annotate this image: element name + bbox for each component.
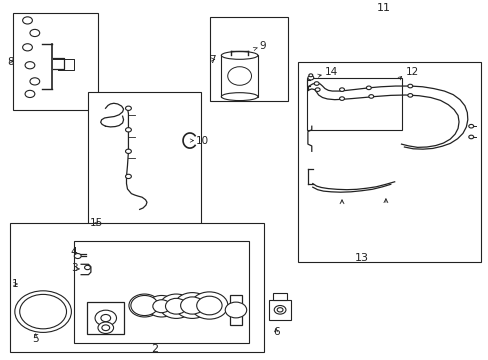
Text: 6: 6	[272, 327, 279, 337]
Bar	[210, 17, 288, 101]
Bar	[269, 300, 290, 320]
Text: 12: 12	[405, 67, 418, 77]
Circle shape	[15, 291, 71, 332]
Circle shape	[125, 128, 131, 132]
Circle shape	[180, 297, 203, 314]
Bar	[10, 223, 264, 352]
Circle shape	[468, 135, 473, 139]
Text: 5: 5	[32, 333, 39, 343]
Circle shape	[339, 97, 344, 100]
Bar	[13, 13, 98, 110]
Circle shape	[30, 30, 40, 37]
Ellipse shape	[221, 51, 257, 59]
Circle shape	[366, 86, 370, 90]
Circle shape	[277, 308, 283, 312]
Bar	[298, 62, 480, 262]
Text: 8: 8	[7, 57, 14, 67]
Ellipse shape	[199, 302, 203, 310]
Circle shape	[125, 149, 131, 153]
Ellipse shape	[227, 67, 251, 85]
Circle shape	[339, 88, 344, 91]
Text: 11: 11	[376, 3, 390, 13]
Circle shape	[25, 90, 35, 98]
Circle shape	[95, 310, 116, 326]
Text: 10: 10	[195, 136, 208, 145]
Circle shape	[26, 299, 60, 324]
Text: 3: 3	[71, 263, 78, 273]
Circle shape	[153, 300, 170, 313]
Circle shape	[131, 296, 158, 316]
Circle shape	[22, 44, 32, 51]
Circle shape	[308, 74, 312, 77]
Circle shape	[468, 125, 473, 128]
Circle shape	[125, 174, 131, 179]
Circle shape	[159, 294, 192, 319]
Bar	[88, 92, 200, 232]
Circle shape	[274, 306, 285, 314]
Text: 13: 13	[354, 253, 368, 263]
Bar	[221, 55, 257, 96]
Circle shape	[25, 62, 35, 69]
Circle shape	[196, 296, 222, 315]
Circle shape	[20, 294, 66, 329]
Circle shape	[147, 296, 176, 317]
Circle shape	[314, 82, 319, 85]
Text: 15: 15	[90, 218, 103, 228]
Text: 14: 14	[325, 67, 338, 77]
Circle shape	[165, 298, 186, 314]
Circle shape	[125, 106, 131, 111]
Circle shape	[22, 17, 32, 24]
Circle shape	[98, 322, 113, 333]
Bar	[272, 293, 287, 300]
Circle shape	[84, 265, 90, 270]
Circle shape	[368, 95, 373, 98]
Circle shape	[30, 78, 40, 85]
Circle shape	[407, 94, 412, 97]
Circle shape	[407, 84, 412, 88]
Circle shape	[307, 76, 313, 80]
Circle shape	[174, 293, 209, 319]
Bar	[306, 78, 401, 130]
Circle shape	[102, 325, 109, 330]
Circle shape	[315, 88, 320, 91]
Text: 1: 1	[12, 279, 19, 289]
Ellipse shape	[182, 302, 187, 310]
Bar	[87, 302, 124, 334]
Bar	[229, 295, 242, 325]
Text: 9: 9	[259, 41, 265, 50]
Circle shape	[101, 315, 110, 321]
Circle shape	[74, 253, 81, 258]
Circle shape	[37, 307, 49, 316]
Circle shape	[225, 302, 246, 318]
Text: 4: 4	[71, 247, 78, 257]
Bar	[74, 241, 249, 343]
Circle shape	[190, 292, 227, 319]
Ellipse shape	[149, 302, 154, 310]
Ellipse shape	[166, 302, 171, 310]
Ellipse shape	[221, 93, 257, 100]
Text: 7: 7	[209, 54, 216, 64]
Ellipse shape	[132, 302, 137, 310]
Circle shape	[129, 294, 160, 317]
Text: 2: 2	[150, 343, 158, 354]
